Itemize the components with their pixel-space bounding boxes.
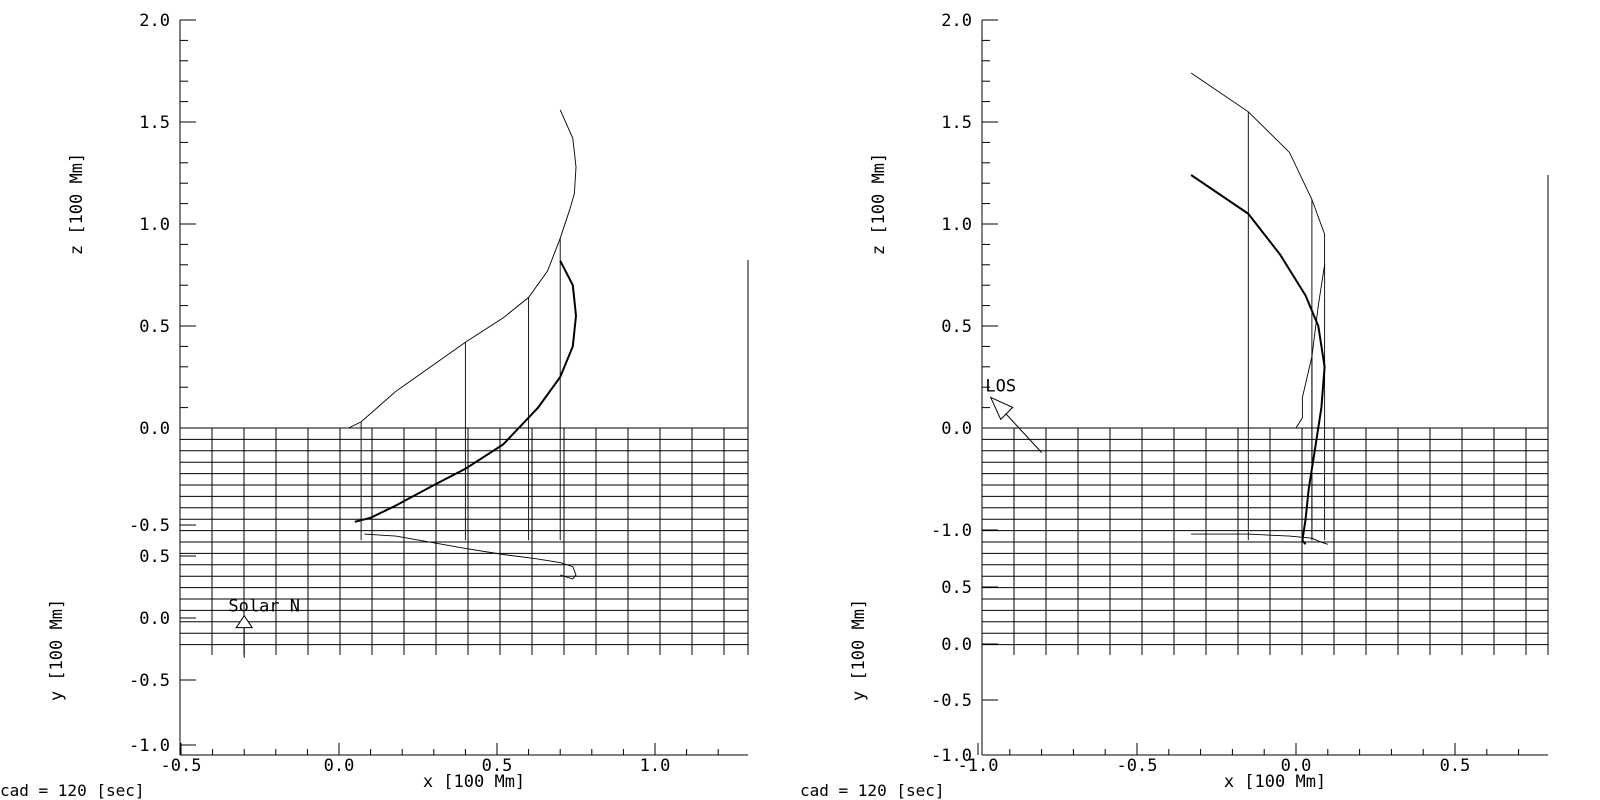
y-tick-label: 0.0: [941, 635, 972, 655]
x-tick-label: 0.0: [1281, 756, 1312, 776]
x-tick-label: 1.0: [640, 756, 671, 776]
z-tick-label: 0.0: [941, 419, 972, 439]
x-tick-label: 0.0: [324, 756, 355, 776]
z-axis-label: z [100 Mm]: [869, 153, 889, 255]
x-tick-label: -1.0: [958, 756, 999, 776]
field-line-thin: [348, 109, 577, 429]
field-line-thin: [1190, 72, 1326, 429]
solar-north-arrowhead: [235, 614, 254, 629]
y-tick-label: -0.5: [931, 691, 972, 711]
y-tick-label: 0.5: [941, 578, 972, 598]
z-tick-label: 0.0: [139, 419, 170, 439]
y-tick-label: -1.0: [129, 736, 170, 756]
los-arrowhead: [989, 396, 1014, 421]
z-tick-label: 0.5: [941, 317, 972, 337]
z-tick-label: 1.5: [941, 113, 972, 133]
z-tick-label: 1.0: [941, 215, 972, 235]
x-tick-label: -0.5: [161, 756, 202, 776]
x-axis-label: x [100 Mm]: [1224, 772, 1326, 792]
field-line-thin: [1191, 533, 1328, 545]
right-cadence-label: cad = 120 [sec]: [800, 781, 945, 800]
field-line-thick: [354, 260, 578, 523]
z-tick-label: 2.0: [139, 11, 170, 31]
y-tick-label: 0.5: [139, 547, 170, 567]
y-tick-label: -0.5: [129, 671, 170, 691]
right-panel: 0.0 0.5 1.0 1.5 2.0 z [100 Mm] -1.0 -0.5 0.0 0.5 -…: [849, 11, 1549, 792]
z-tick-label: 1.5: [139, 113, 170, 133]
field-line-thin: [364, 533, 577, 580]
y-tick-label: -1.0: [931, 746, 972, 766]
los-label: LOS: [985, 376, 1016, 396]
y-axis-label: y [100 Mm]: [849, 599, 869, 701]
x-axis-label: x [100 Mm]: [423, 772, 525, 792]
y-axis-label: y [100 Mm]: [47, 599, 67, 701]
z-tick-label: 2.0: [941, 11, 972, 31]
y-tick-label: -1.0: [931, 521, 972, 541]
y-tick-label: 0.0: [139, 609, 170, 629]
z-axis-label: z [100 Mm]: [67, 153, 87, 255]
y-tick-label: -0.5: [129, 516, 170, 536]
x-tick-label: -0.5: [1117, 756, 1158, 776]
left-cadence-label: cad = 120 [sec]: [0, 781, 145, 800]
solar-north-label: Solar N: [228, 597, 300, 617]
field-line-thick: [1190, 174, 1326, 545]
z-tick-label: 0.5: [139, 317, 170, 337]
z-tick-label: 1.0: [139, 215, 170, 235]
x-tick-label: 0.5: [1440, 756, 1471, 776]
x-tick-label: 0.5: [482, 756, 513, 776]
left-panel: 0.00.51.01.52.0z [100 Mm]-1.0-0.50.00.5-…: [47, 11, 749, 792]
